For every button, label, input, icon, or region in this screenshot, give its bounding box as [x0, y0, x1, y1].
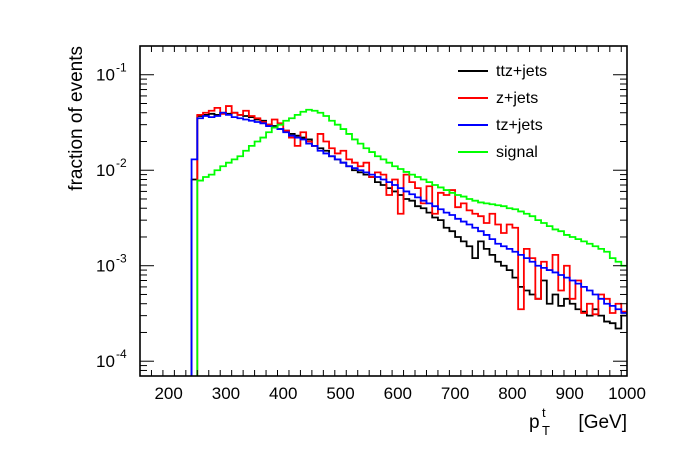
x-tick-label: 900	[556, 384, 584, 403]
y-tick-label: 10 -3	[96, 252, 127, 276]
x-axis-label-subscript: T	[542, 423, 550, 438]
legend-label: tz+jets	[496, 117, 543, 134]
legend-label: ttz+jets	[496, 63, 547, 80]
x-tick-labels: 200 300 400 500 600 700 800 900 1000	[154, 384, 645, 403]
x-tick-label: 800	[498, 384, 526, 403]
x-axis-label-unit: [GeV]	[578, 412, 627, 433]
legend: ttz+jets z+jets tz+jets signal	[458, 63, 547, 161]
series-z-jets-line	[196, 105, 627, 376]
legend-label: signal	[496, 144, 538, 161]
y-tick-label-base: 10	[96, 257, 115, 276]
y-tick-label-exponent: -1	[116, 61, 127, 75]
x-tick-label: 300	[212, 384, 240, 403]
y-tick-label-base: 10	[96, 66, 115, 85]
y-tick-label-exponent: -3	[116, 252, 127, 266]
series-signal-line	[196, 108, 627, 376]
y-tick-label-base: 10	[96, 352, 115, 371]
series-tz-jets-line	[190, 111, 627, 376]
x-tick-label: 700	[441, 384, 469, 403]
y-tick-labels: 10-110-210-310-4	[96, 61, 127, 371]
x-tick-label: 200	[154, 384, 182, 403]
plot-area	[190, 105, 627, 376]
legend-item: tz+jets	[458, 117, 543, 134]
x-tick-label: 500	[326, 384, 354, 403]
x-axis-label: p t T [GeV]	[529, 405, 627, 438]
axis-ticks	[139, 45, 627, 377]
x-tick-label: 400	[269, 384, 297, 403]
y-tick-label-base: 10	[96, 161, 115, 180]
plot-frame	[139, 45, 628, 377]
y-tick-label: 10 -1	[96, 61, 127, 85]
x-tick-label: 1000	[608, 384, 646, 403]
series-ttz-jets-line	[190, 111, 627, 376]
y-tick-label: 10 -2	[96, 156, 127, 180]
y-tick-label-exponent: -4	[116, 347, 127, 361]
series-layer	[190, 105, 627, 376]
x-tick-label: 600	[384, 384, 412, 403]
x-axis-label-superscript: t	[542, 405, 546, 420]
y-tick-label-exponent: -2	[116, 156, 127, 170]
legend-label: z+jets	[496, 90, 538, 107]
x-axis-label-symbol: p	[529, 412, 540, 433]
y-axis-label: fraction of events	[66, 46, 87, 191]
y-tick-label: 10 -4	[96, 347, 127, 371]
legend-item: signal	[458, 144, 538, 161]
legend-item: z+jets	[458, 90, 538, 107]
legend-item: ttz+jets	[458, 63, 547, 80]
